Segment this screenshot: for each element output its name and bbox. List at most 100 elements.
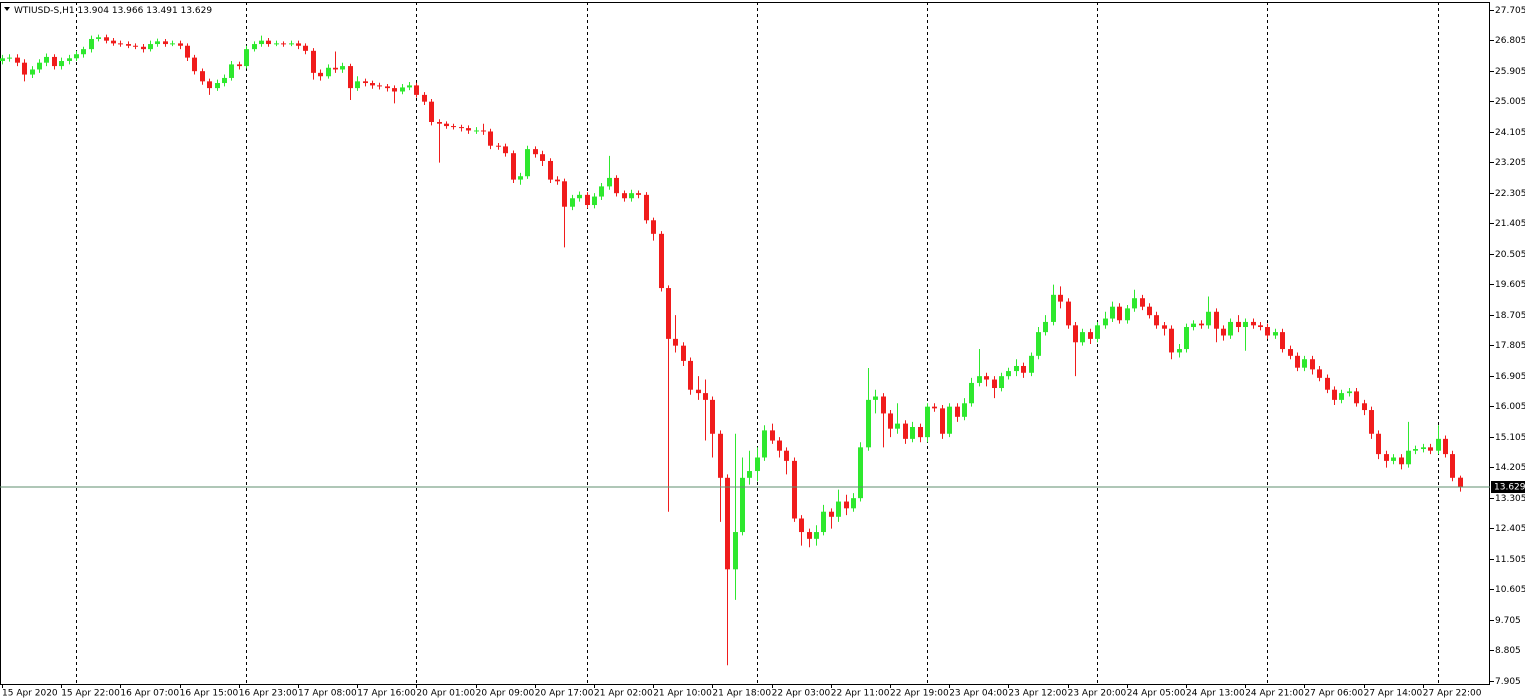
candle-body <box>496 145 501 147</box>
candle-body <box>747 471 752 478</box>
candle-body <box>969 382 974 404</box>
candle-body <box>1369 410 1374 434</box>
x-tick-label: 27 Apr 06:00 <box>1304 689 1363 699</box>
y-tick-label: 11.505 <box>1495 555 1525 565</box>
candle-body <box>1177 349 1182 353</box>
candle-body <box>962 403 967 417</box>
candle-body <box>570 198 575 207</box>
candle-body <box>459 127 464 129</box>
candle-body <box>141 46 146 50</box>
candle-body <box>237 64 242 67</box>
candle-body <box>740 477 745 533</box>
x-tick-label: 23 Apr 20:00 <box>1068 689 1127 699</box>
candle-body <box>252 44 257 50</box>
candle-body <box>340 66 345 70</box>
candle-body <box>636 193 641 195</box>
candle-body <box>1162 325 1167 329</box>
y-tick-label: 26.805 <box>1495 36 1525 46</box>
candle-body <box>784 450 789 461</box>
candle-body <box>178 43 183 46</box>
y-tick-label: 15.105 <box>1495 433 1525 443</box>
candle-body <box>777 440 782 451</box>
y-tick-label: 21.405 <box>1495 219 1525 229</box>
plot-frame <box>0 2 1490 685</box>
candle-body <box>718 433 723 478</box>
x-tick-label: 20 Apr 17:00 <box>535 689 594 699</box>
candle-body <box>1214 311 1219 329</box>
candle-body <box>858 447 863 499</box>
candle-body <box>644 194 649 221</box>
candle-body <box>1021 365 1026 373</box>
candle-body <box>222 77 227 84</box>
candle-body <box>1073 325 1078 343</box>
candle-body <box>229 64 234 78</box>
x-tick-label: 17 Apr 16:00 <box>357 689 416 699</box>
candle-body <box>326 67 331 77</box>
candle-body <box>629 193 634 199</box>
candle-body <box>289 43 294 45</box>
candle-body <box>311 50 316 73</box>
candle-body <box>1384 454 1389 461</box>
x-tick-label: 16 Apr 07:00 <box>120 689 179 699</box>
y-tick-label: 8.805 <box>1495 646 1521 656</box>
candle-body <box>755 457 760 472</box>
candle-body <box>866 399 871 448</box>
candle-body <box>977 376 982 383</box>
y-tick-label: 13.305 <box>1495 494 1525 504</box>
candle-body <box>377 85 382 87</box>
candle-body <box>1036 332 1041 356</box>
candle-body <box>599 186 604 197</box>
x-tick-label: 15 Apr 2020 <box>2 689 58 699</box>
candle-body <box>1362 403 1367 411</box>
x-tick-label: 22 Apr 11:00 <box>831 689 890 699</box>
y-tick-label: 17.805 <box>1495 341 1525 351</box>
candle-body <box>1088 332 1093 339</box>
candle-body <box>1103 318 1108 326</box>
candle-body <box>1221 328 1226 336</box>
candle-body <box>1288 349 1293 356</box>
symbol: WTIUSD-S,H1 <box>14 6 75 16</box>
y-tick-label: 7.905 <box>1495 677 1521 687</box>
x-tick-label: 22 Apr 19:00 <box>890 689 949 699</box>
candle-body <box>89 38 94 50</box>
candle-body <box>1154 315 1159 326</box>
y-tick-label: 14.205 <box>1495 463 1525 473</box>
candle-body <box>1354 391 1359 404</box>
candle-body <box>1325 377 1330 390</box>
candle-body <box>1125 308 1130 321</box>
candle-body <box>710 399 715 434</box>
y-tick-label: 20.505 <box>1495 250 1525 260</box>
y-tick-label: 16.005 <box>1495 402 1525 412</box>
x-tick-label: 21 Apr 02:00 <box>594 689 653 699</box>
candle-body <box>67 58 72 61</box>
candle-body <box>1399 457 1404 465</box>
candle-body <box>1043 321 1048 333</box>
candle-body <box>533 149 538 155</box>
candle-body <box>955 406 960 417</box>
candle-body <box>940 408 945 434</box>
candle-body <box>81 49 86 55</box>
candle-body <box>614 177 619 194</box>
candle-body <box>1014 365 1019 372</box>
candle-body <box>703 393 708 400</box>
candle-body <box>851 498 856 509</box>
candle-body <box>488 131 493 146</box>
candle-body <box>1428 447 1433 451</box>
candle-body <box>821 511 826 533</box>
y-tick-label: 24.105 <box>1495 128 1525 138</box>
candle-body <box>407 85 412 88</box>
x-tick-label: 24 Apr 13:00 <box>1186 689 1245 699</box>
candle-body <box>126 44 131 46</box>
candle-body <box>1199 323 1204 326</box>
candle-body <box>244 49 249 67</box>
candle-body <box>474 130 479 132</box>
candle-body <box>15 57 20 63</box>
candle-body <box>333 67 338 70</box>
candle-body <box>673 338 678 346</box>
candle-body <box>733 532 738 570</box>
x-tick-label: 15 Apr 22:00 <box>61 689 120 699</box>
candle-body <box>984 376 989 380</box>
candle-body <box>1450 454 1455 478</box>
y-tick-label: 22.305 <box>1495 189 1525 199</box>
